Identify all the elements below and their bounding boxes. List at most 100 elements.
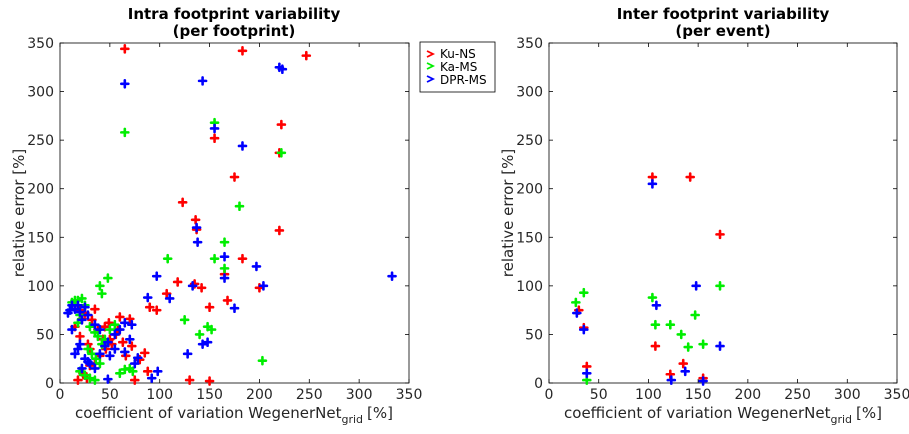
left-point-ka-ms bbox=[194, 329, 205, 340]
legend-label-ku-ns: Ku-NS bbox=[440, 47, 476, 61]
left-y-axis-label: relative error [%] bbox=[10, 149, 28, 277]
left-point-ku-ns bbox=[129, 375, 140, 385]
left-point-ka-ms bbox=[87, 349, 97, 359]
right-point-ku-ns bbox=[685, 172, 695, 182]
left-point-ka-ms bbox=[90, 375, 100, 385]
right-x-tick-label: 100 bbox=[635, 387, 662, 403]
left-point-dpr-ms bbox=[277, 64, 288, 75]
right-x-tick-label: 350 bbox=[884, 387, 909, 403]
left-point-ka-ms bbox=[276, 147, 287, 158]
right-x-tick-label: 50 bbox=[590, 387, 608, 403]
right-x-ticks: 0 50 100 150 200 250 300 350 bbox=[545, 43, 909, 403]
right-x-tick-label: 250 bbox=[784, 387, 811, 403]
left-y-ticks: 0 50 100 150 200 250 300 350 bbox=[27, 36, 409, 392]
left-x-tick-label: 100 bbox=[146, 387, 173, 403]
right-point-dpr-ms bbox=[698, 376, 708, 386]
left-chart: Intra footprint variability (per footpri… bbox=[10, 5, 422, 426]
left-point-dpr-ms bbox=[110, 344, 120, 354]
left-point-ku-ns bbox=[73, 375, 83, 385]
left-point-dpr-ms bbox=[146, 373, 157, 383]
right-point-dpr-ms bbox=[572, 308, 582, 318]
right-point-dpr-ms bbox=[581, 368, 592, 379]
right-x-tick-label: 300 bbox=[834, 387, 861, 403]
left-point-ku-ns bbox=[87, 315, 97, 325]
right-plot-area bbox=[548, 42, 898, 384]
right-y-tick-label: 300 bbox=[516, 85, 543, 101]
left-point-ka-ms bbox=[219, 237, 230, 247]
right-point-ka-ms bbox=[676, 329, 687, 340]
right-point-ka-ms bbox=[698, 339, 708, 349]
left-x-axis-label: coefficient of variation WegenerNetgrid [… bbox=[75, 404, 393, 426]
left-point-dpr-ms bbox=[219, 251, 230, 262]
left-point-ku-ns bbox=[222, 295, 233, 306]
left-point-ku-ns bbox=[126, 341, 137, 351]
left-point-dpr-ms bbox=[191, 222, 202, 233]
left-point-dpr-ms bbox=[103, 374, 113, 384]
left-point-dpr-ms bbox=[258, 281, 269, 291]
left-point-ka-ms bbox=[127, 366, 138, 377]
right-point-ka-ms bbox=[665, 319, 676, 330]
left-point-ku-ns bbox=[276, 119, 287, 130]
left-point-ka-ms bbox=[95, 358, 105, 369]
left-point-dpr-ms bbox=[103, 337, 113, 347]
left-point-dpr-ms bbox=[73, 300, 83, 311]
left-point-ka-ms bbox=[115, 368, 125, 379]
left-x-axis-label-unit: [%] bbox=[367, 404, 393, 422]
left-point-dpr-ms bbox=[77, 363, 87, 374]
left-point-ka-ms bbox=[85, 373, 95, 383]
right-y-tick-label: 0 bbox=[534, 376, 543, 392]
right-point-dpr-ms bbox=[666, 375, 677, 385]
left-point-dpr-ms bbox=[75, 339, 85, 349]
left-point-dpr-ms bbox=[83, 310, 93, 320]
left-point-dpr-ms bbox=[67, 324, 77, 335]
right-x-axis-label-main: coefficient of variation WegenerNet bbox=[564, 404, 831, 422]
right-y-tick-label: 100 bbox=[516, 279, 543, 295]
left-point-dpr-ms bbox=[126, 319, 137, 330]
right-y-tick-label: 50 bbox=[525, 327, 543, 343]
left-point-ka-ms bbox=[179, 315, 190, 325]
left-point-dpr-ms bbox=[73, 344, 83, 354]
left-point-dpr-ms bbox=[83, 356, 93, 367]
left-point-dpr-ms bbox=[187, 281, 198, 291]
left-point-dpr-ms bbox=[197, 339, 208, 349]
right-point-dpr-ms bbox=[680, 366, 691, 377]
legend[interactable]: Ku-NS Ka-MS DPR-MS bbox=[419, 41, 496, 93]
left-y-tick-label: 50 bbox=[36, 327, 54, 343]
left-point-ku-ns bbox=[301, 50, 312, 61]
left-point-dpr-ms bbox=[209, 123, 220, 134]
right-point-ka-ms bbox=[690, 310, 700, 320]
left-y-tick-label: 300 bbox=[27, 85, 54, 101]
left-point-dpr-ms bbox=[142, 292, 153, 303]
left-x-axis-label-sub: grid bbox=[341, 413, 363, 426]
right-x-axis-label: coefficient of variation WegenerNetgrid [… bbox=[564, 404, 882, 426]
left-point-ku-ns bbox=[204, 302, 215, 313]
legend-marker-ka-ms bbox=[426, 62, 436, 70]
legend-item-ka-ms: Ka-MS bbox=[426, 60, 477, 74]
right-x-tick-label: 150 bbox=[685, 387, 712, 403]
right-data-points bbox=[571, 172, 725, 386]
right-point-ku-ns bbox=[715, 229, 725, 240]
left-point-ku-ns bbox=[161, 288, 172, 299]
left-point-dpr-ms bbox=[151, 271, 162, 281]
left-point-ku-ns bbox=[125, 314, 135, 324]
left-x-tick-label: 0 bbox=[56, 387, 65, 403]
left-point-ka-ms bbox=[120, 127, 130, 138]
right-point-dpr-ms bbox=[715, 341, 725, 351]
left-point-ka-ms bbox=[97, 288, 107, 299]
left-point-ka-ms bbox=[95, 281, 105, 291]
left-point-dpr-ms bbox=[219, 273, 230, 283]
right-point-dpr-ms bbox=[651, 300, 662, 311]
left-point-dpr-ms bbox=[129, 358, 140, 369]
left-point-ka-ms bbox=[110, 319, 120, 330]
left-y-tick-label: 200 bbox=[27, 182, 54, 198]
right-point-ka-ms bbox=[647, 292, 658, 303]
left-point-dpr-ms bbox=[75, 307, 85, 317]
left-point-ka-ms bbox=[234, 201, 245, 211]
legend-label-dpr-ms: DPR-MS bbox=[440, 73, 487, 87]
right-point-ka-ms bbox=[715, 281, 725, 291]
left-point-ku-ns bbox=[172, 277, 183, 287]
right-x-axis-label-unit: [%] bbox=[856, 404, 882, 422]
left-point-ku-ns bbox=[100, 321, 110, 332]
right-x-axis-label-sub: grid bbox=[830, 413, 852, 426]
left-point-dpr-ms bbox=[90, 363, 100, 374]
